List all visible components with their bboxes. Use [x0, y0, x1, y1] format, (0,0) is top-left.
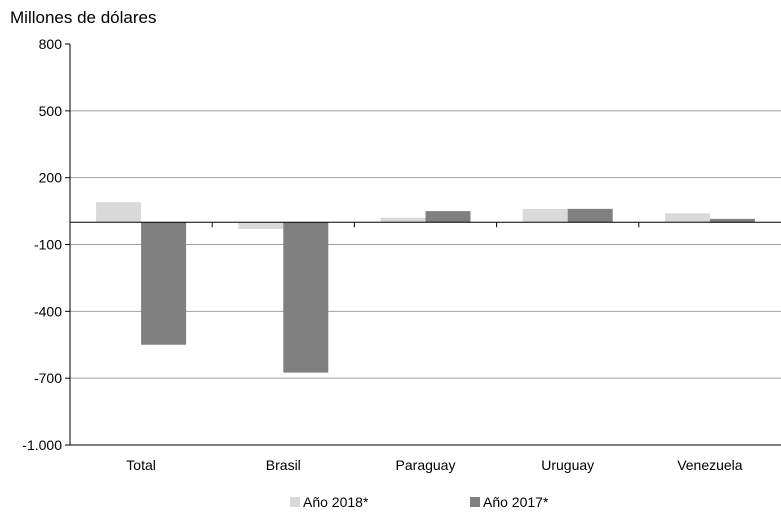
y-tick-label: -100 — [34, 237, 62, 253]
legend-swatch-2018 — [290, 497, 300, 507]
y-tick-label: 200 — [39, 170, 63, 186]
y-tick-label: -700 — [34, 370, 62, 386]
bar-paraguay-2017 — [425, 211, 471, 223]
legend: Año 2018* Año 2017* — [0, 494, 781, 514]
axes — [69, 44, 781, 446]
y-tick-label: -1.000 — [22, 437, 62, 453]
y-axis-unit-label: Millones de dólares — [10, 8, 157, 27]
legend-item-2018: Año 2018* — [290, 494, 368, 510]
bar-total-2018 — [96, 202, 142, 223]
bar-venezuela-2018 — [664, 213, 710, 223]
x-tick-label: Venezuela — [677, 457, 743, 473]
gridlines — [65, 43, 781, 446]
x-tick-label: Total — [126, 457, 156, 473]
bar-total-2017 — [141, 222, 187, 345]
bar-brasil-2018 — [238, 222, 284, 229]
bar-venezuela-2017 — [709, 218, 755, 223]
legend-label-2017: Año 2017* — [483, 494, 549, 510]
x-tick-label: Uruguay — [541, 457, 594, 473]
y-tick-label: 800 — [39, 36, 63, 52]
y-tick-label: -400 — [34, 303, 62, 319]
bar-uruguay-2018 — [522, 208, 568, 223]
bar-brasil-2017 — [283, 222, 329, 373]
bar-chart: 800 500 200 -100 -400 -700 -1.000 Total Brasil P… — [22, 36, 781, 473]
bar-uruguay-2017 — [567, 208, 613, 223]
legend-item-2017: Año 2017* — [470, 494, 548, 510]
x-tick-labels: Total Brasil Paraguay Uruguay Venezuela — [126, 457, 742, 473]
legend-label-2018: Año 2018* — [303, 494, 369, 510]
legend-swatch-2017 — [470, 497, 480, 507]
bar-paraguay-2018 — [380, 217, 426, 223]
y-tick-label: 500 — [39, 103, 63, 119]
x-tick-label: Paraguay — [396, 457, 456, 473]
y-tick-labels: 800 500 200 -100 -400 -700 -1.000 — [22, 36, 62, 453]
bars — [96, 202, 755, 373]
x-tick-label: Brasil — [266, 457, 301, 473]
